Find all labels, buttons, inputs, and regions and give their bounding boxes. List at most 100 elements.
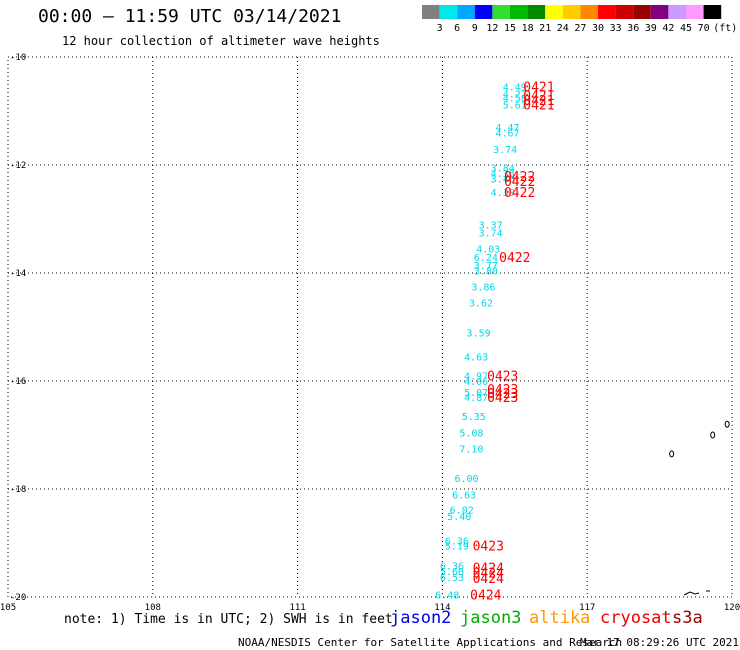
colorbar-tick-label: 6 xyxy=(454,23,460,34)
colorbar-swatch xyxy=(527,5,546,19)
latitude-tick-label: -18 xyxy=(10,485,26,495)
wave-height-label: 3.86 xyxy=(471,283,495,294)
pass-time-label: 0424 xyxy=(473,567,504,582)
mission-jason2: jason2 xyxy=(390,608,452,628)
wave-height-label: 5.61 xyxy=(503,101,527,112)
map-frame xyxy=(7,56,733,598)
coastline-segment xyxy=(683,591,700,596)
island-outline xyxy=(710,431,716,439)
longitude-tick-label: 108 xyxy=(145,603,161,613)
page-title: 00:00 – 11:59 UTC 03/14/2021 xyxy=(38,6,342,27)
longitude-tick-label: 114 xyxy=(434,603,450,613)
colorbar-tick-label: 42 xyxy=(662,23,674,34)
colorbar-swatch xyxy=(474,5,493,19)
longitude-tick-label: 120 xyxy=(724,603,740,613)
wave-height-label: 4.30 xyxy=(491,188,515,199)
colorbar-tick-label: 24 xyxy=(557,23,569,34)
wave-height-label: 4.38 xyxy=(491,169,515,180)
pass-time-label: 0423 xyxy=(487,383,518,398)
latitude-tick-label: -16 xyxy=(10,377,26,387)
longitude-tick-label: 117 xyxy=(579,603,595,613)
longitude-tick-label: 111 xyxy=(289,603,305,613)
colorbar-swatch xyxy=(650,5,669,19)
wave-height-label: 5.60 xyxy=(440,567,464,578)
mission-altika: altika xyxy=(529,608,591,628)
colorbar-swatch xyxy=(633,5,651,19)
wave-height-label: 4.87 xyxy=(464,393,488,404)
pass-time-label: 0424 xyxy=(473,561,504,576)
wave-height-label: 6.63 xyxy=(452,490,476,501)
latitude-tick-label: -10 xyxy=(10,53,26,63)
colorbar-swatch xyxy=(457,5,475,19)
longitude-tick-label: 105 xyxy=(0,603,16,613)
wave-height-label: 4.03 xyxy=(476,245,500,256)
wave-height-label: 3.37 xyxy=(479,220,503,231)
colorbar-tick-label: 36 xyxy=(627,23,639,34)
colorbar-swatch xyxy=(703,5,722,19)
wave-height-label: 6.36 xyxy=(440,562,464,573)
pass-time-label: 0423 xyxy=(473,540,504,555)
pass-time-label: 0424 xyxy=(473,572,504,587)
wave-height-label: 4.67 xyxy=(496,129,520,140)
mission-jason3: jason3 xyxy=(460,608,522,628)
wave-height-label: 7.10 xyxy=(459,445,483,456)
colorbar-swatch xyxy=(580,5,598,19)
wave-height-label: 6.00 xyxy=(454,474,478,485)
pass-time-label: 0421 xyxy=(523,94,554,109)
latitude-tick-label: -12 xyxy=(10,161,26,171)
wave-height-label: 4.06 xyxy=(464,377,488,388)
wave-height-label: 5.08 xyxy=(459,428,483,439)
page-subtitle: 12 hour collection of altimeter wave hei… xyxy=(62,34,380,48)
island-outline xyxy=(724,420,730,428)
latitude-tick-label: -14 xyxy=(10,269,26,279)
wave-height-label: 3.45 xyxy=(491,175,515,186)
wave-height-label: 6.24 xyxy=(474,253,498,264)
colorbar-swatch xyxy=(598,5,616,19)
footer-note: note: 1) Time is in UTC; 2) SWH is in fe… xyxy=(64,612,393,627)
colorbar-tick-label: 9 xyxy=(472,23,478,34)
wave-height-label: 6.02 xyxy=(450,506,474,517)
wave-height-label: 6.36 xyxy=(445,536,469,547)
colorbar-tick-label: 39 xyxy=(645,23,657,34)
axis-ticks: 105 108 111 114 117 120 -10 -12 -14 -16 -18 -20 xyxy=(0,53,740,613)
pass-time-label: 0422 xyxy=(504,170,535,185)
wave-height-label: 3.74 xyxy=(493,145,517,156)
colorbar-swatch xyxy=(492,5,510,19)
colorbar-swatch xyxy=(562,5,581,19)
island-outline xyxy=(669,450,675,458)
colorbar-swatch xyxy=(510,5,528,19)
colorbar-tick-label: 12 xyxy=(486,23,498,34)
colorbar-swatch xyxy=(668,5,686,19)
pass-time-label: 0422 xyxy=(504,186,535,201)
pass-time-label: 0423 xyxy=(487,370,518,385)
wave-height-label: 4.58 xyxy=(503,94,527,105)
colorbar-swatch xyxy=(545,5,563,19)
wave-height-label: 6.48 xyxy=(435,590,459,601)
pass-time-label: 0422 xyxy=(499,251,530,266)
colorbar-swatch xyxy=(422,5,440,19)
colorbar-swatch xyxy=(615,5,634,19)
map-grid xyxy=(7,56,733,598)
credit-line: NOAA/NESDIS Center for Satellite Applica… xyxy=(238,636,623,649)
wave-height-label: 3.59 xyxy=(467,328,491,339)
wave-height-label: 3.77 xyxy=(474,261,498,272)
wave-height-label: 4.49 xyxy=(503,83,527,94)
wave-height-label: 5.19 xyxy=(445,542,469,553)
wave-height-label: 3.62 xyxy=(469,299,493,310)
mission-cryosat: cryosat xyxy=(600,608,672,628)
mission-s3a: s3a xyxy=(672,608,703,628)
observations: 4.494.224.585.61 4.474.67 3.74 3.844.383.45… xyxy=(435,81,554,604)
wave-height-label: 3.84 xyxy=(491,164,515,175)
pass-time-label: 0421 xyxy=(523,81,554,96)
colorbar-tick-label: 45 xyxy=(680,23,692,34)
colorbar-tick-label: 30 xyxy=(592,23,604,34)
latitude-tick-label: -20 xyxy=(10,593,26,603)
coastline xyxy=(669,420,730,596)
pass-time-label: 0421 xyxy=(523,99,554,114)
pass-time-label: 0423 xyxy=(487,391,518,406)
wave-height-label: 5.40 xyxy=(447,512,471,523)
wave-height-label: 4.63 xyxy=(464,353,488,364)
wave-height-label: 5.07 xyxy=(464,388,488,399)
wave-height-label: 4.22 xyxy=(503,90,527,101)
